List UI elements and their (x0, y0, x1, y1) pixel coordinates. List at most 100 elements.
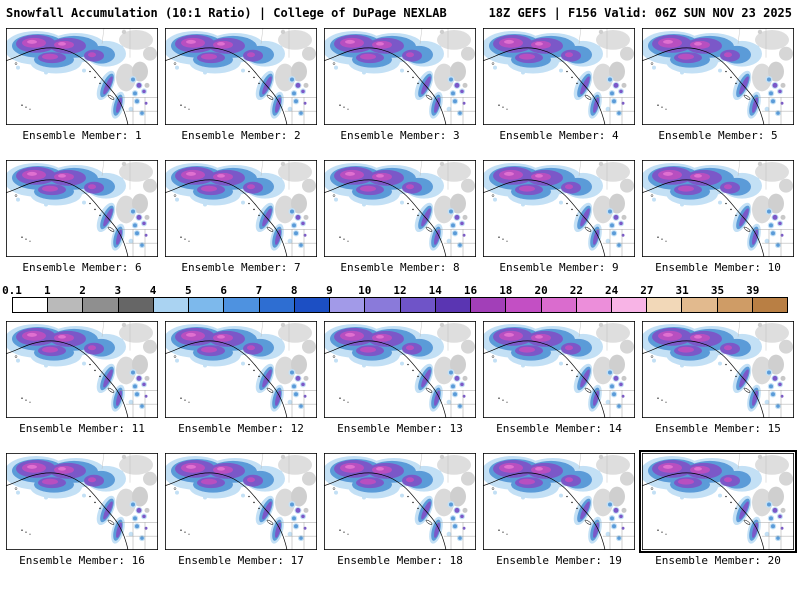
colorbar-segment (647, 298, 683, 312)
header: Snowfall Accumulation (10:1 Ratio) | Col… (0, 0, 800, 24)
map-frame (6, 321, 158, 418)
colorbar-segment (365, 298, 401, 312)
map-frame (6, 453, 158, 550)
colorbar-bar (12, 297, 788, 313)
panel-label: Ensemble Member: 7 (181, 261, 301, 274)
map-panel: Ensemble Member: 17 (165, 453, 317, 567)
map-frame (483, 453, 635, 550)
snowfall-map (6, 28, 158, 125)
panel-label: Ensemble Member: 14 (496, 422, 622, 435)
colorbar-segment (400, 298, 436, 312)
map-row-4: Ensemble Member: 16 Ensemble Member: 17 … (0, 450, 800, 567)
map-panel: Ensemble Member: 19 (483, 453, 635, 567)
colorbar-segment (13, 298, 49, 312)
map-frame (642, 160, 794, 257)
map-panel: Ensemble Member: 7 (165, 160, 317, 274)
snowfall-map (324, 160, 476, 257)
colorbar-tick-labels: 0.1 1 2 3 4 5 6 7 8 9 10 12 14 16 18 20 22 24 27 31 35 39 (2, 284, 788, 297)
snowfall-map (642, 28, 794, 125)
map-panel: Ensemble Member: 10 (642, 160, 794, 274)
colorbar-tick: 27 (640, 284, 654, 297)
run-valid-time: 18Z GEFS | F156 Valid: 06Z SUN NOV 23 20… (488, 6, 792, 20)
map-panel: Ensemble Member: 13 (324, 321, 476, 435)
map-panel: Ensemble Member: 6 (6, 160, 158, 274)
panel-label: Ensemble Member: 6 (22, 261, 142, 274)
panel-label: Ensemble Member: 12 (178, 422, 304, 435)
colorbar-tick: 20 (534, 284, 548, 297)
colorbar-tick: 9 (326, 284, 333, 297)
map-panel: Ensemble Member: 4 (483, 28, 635, 142)
map-frame (324, 321, 476, 418)
map-frame (639, 450, 797, 553)
colorbar-tick: 12 (393, 284, 407, 297)
panel-label: Ensemble Member: 15 (655, 422, 781, 435)
colorbar-tick: 31 (675, 284, 689, 297)
snowfall-map (6, 160, 158, 257)
colorbar-segment (189, 298, 225, 312)
colorbar-segment (330, 298, 366, 312)
snowfall-map (324, 453, 476, 550)
map-frame (165, 160, 317, 257)
colorbar-segment (541, 298, 577, 312)
panel-label: Ensemble Member: 8 (340, 261, 460, 274)
snowfall-map (483, 160, 635, 257)
colorbar-tick: 0.1 (2, 284, 22, 297)
colorbar-segment (259, 298, 295, 312)
map-row-3: Ensemble Member: 11 Ensemble Member: 12 … (0, 321, 800, 435)
colorbar-tick: 2 (79, 284, 86, 297)
panel-label: Ensemble Member: 18 (337, 554, 463, 567)
map-panel: Ensemble Member: 12 (165, 321, 317, 435)
map-panel: Ensemble Member: 5 (642, 28, 794, 142)
colorbar-tick: 22 (569, 284, 583, 297)
map-frame (165, 321, 317, 418)
map-frame (165, 28, 317, 125)
colorbar-tick: 18 (499, 284, 513, 297)
colorbar-tick: 39 (746, 284, 760, 297)
map-frame (483, 321, 635, 418)
snowfall-map (165, 160, 317, 257)
map-frame (324, 160, 476, 257)
colorbar-tick: 8 (290, 284, 298, 297)
panel-label: Ensemble Member: 9 (499, 261, 619, 274)
map-panel: Ensemble Member: 15 (642, 321, 794, 435)
colorbar-tick: 5 (185, 284, 192, 297)
snowfall-map (324, 28, 476, 125)
map-row-2: Ensemble Member: 6 Ensemble Member: 7 En… (0, 160, 800, 274)
colorbar-segment (682, 298, 718, 312)
colorbar-tick: 35 (710, 284, 725, 297)
map-row-1: Ensemble Member: 1 Ensemble Member: 2 En… (0, 28, 800, 142)
snowfall-map (483, 453, 635, 550)
panel-label: Ensemble Member: 5 (658, 129, 778, 142)
colorbar-tick: 4 (149, 284, 157, 297)
panel-label: Ensemble Member: 10 (655, 261, 781, 274)
colorbar-segment (153, 298, 190, 312)
map-panel: Ensemble Member: 16 (6, 453, 158, 567)
map-frame (324, 28, 476, 125)
map-frame (6, 28, 158, 125)
map-frame (6, 160, 158, 257)
snowfall-map (165, 453, 317, 550)
colorbar-segment (506, 298, 542, 312)
panel-label: Ensemble Member: 3 (340, 129, 460, 142)
colorbar-segment (471, 298, 507, 312)
colorbar-segment (611, 298, 648, 312)
colorbar-tick: 7 (255, 284, 263, 297)
panel-label: Ensemble Member: 19 (496, 554, 622, 567)
panel-label: Ensemble Member: 17 (178, 554, 304, 567)
snowfall-map (324, 321, 476, 418)
colorbar-segment (294, 298, 331, 312)
panel-label: Ensemble Member: 11 (19, 422, 145, 435)
colorbar-tick: 6 (220, 284, 227, 297)
snowfall-map (642, 321, 794, 418)
map-panel: Ensemble Member: 2 (165, 28, 317, 142)
map-frame (642, 28, 794, 125)
snowfall-map (642, 160, 794, 257)
colorbar-segment (717, 298, 753, 312)
colorbar-segment (435, 298, 472, 312)
map-panel: Ensemble Member: 3 (324, 28, 476, 142)
map-panel: Ensemble Member: 9 (483, 160, 635, 274)
colorbar-segment (48, 298, 84, 312)
map-frame (483, 28, 635, 125)
colorbar-segment (752, 298, 788, 312)
colorbar-tick: 10 (358, 284, 372, 297)
